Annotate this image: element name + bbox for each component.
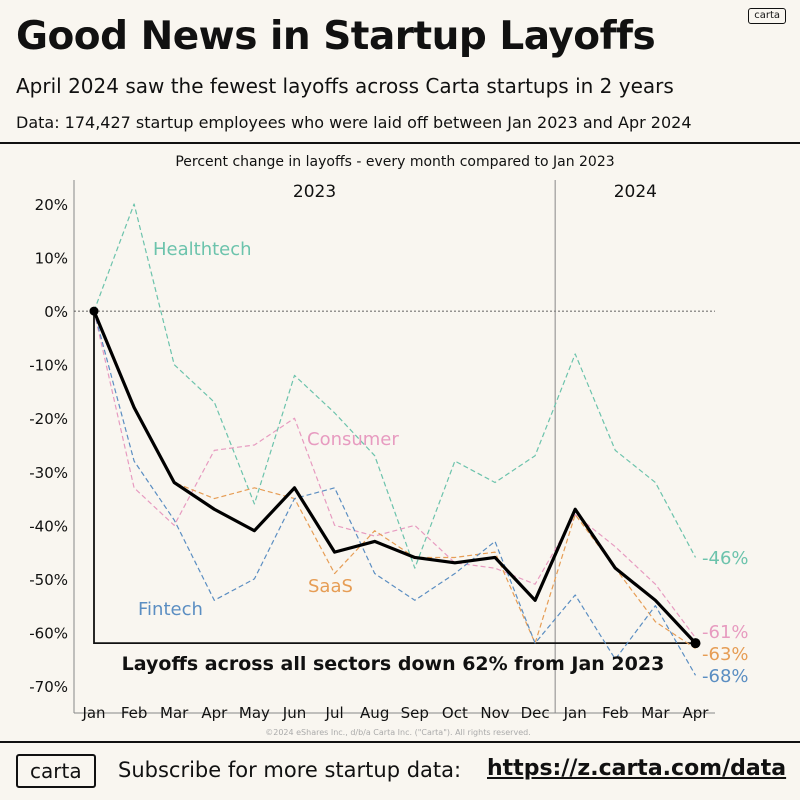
y-tick-label: 0%	[44, 303, 68, 321]
series-lines	[89, 203, 701, 676]
y-tick-label: -10%	[29, 357, 68, 375]
y-tick-label: -20%	[29, 410, 68, 428]
x-tick-label: Aug	[360, 704, 389, 722]
series-labels: Healthtech -46% Consumer -61% SaaS -63% Fintec…	[138, 239, 749, 687]
header-divider	[0, 142, 800, 144]
y-axis-ticks: 20% 10% 0% -10% -20% -30% -40% -50% -60% -70%	[29, 196, 68, 696]
series-line-all-sectors	[92, 310, 697, 645]
carta-logo-small: carta	[748, 8, 786, 24]
x-tick-label: Oct	[442, 704, 468, 722]
data-note: Data: 174,427 startup employees who were…	[16, 113, 692, 132]
x-tick-label: Jan	[563, 704, 587, 722]
y-tick-label: -50%	[29, 571, 68, 589]
x-tick-label: Sep	[401, 704, 429, 722]
y-tick-label: -60%	[29, 624, 68, 642]
y-tick-label: 20%	[35, 196, 68, 214]
series-line-fintech	[93, 310, 697, 676]
end-value-healthtech: -46%	[702, 548, 749, 569]
end-value-fintech: -68%	[702, 666, 749, 687]
page-title: Good News in Startup Layoffs	[16, 14, 656, 59]
start-point	[89, 306, 99, 316]
y-tick-label: -70%	[29, 678, 68, 696]
footer-divider	[0, 741, 800, 743]
series-line-consumer	[93, 310, 696, 639]
x-tick-label: Feb	[602, 704, 629, 722]
x-tick-label: Jun	[282, 704, 306, 722]
page-subtitle: April 2024 saw the fewest layoffs across…	[16, 74, 674, 98]
x-tick-label: Apr	[683, 704, 710, 722]
end-value-consumer: -61%	[702, 622, 749, 643]
layoffs-line-chart: Percent change in layoffs - every month …	[29, 154, 749, 737]
subscribe-link[interactable]: https://z.carta.com/data	[487, 756, 787, 781]
subscribe-text: Subscribe for more startup data:	[118, 758, 462, 782]
series-line-healthtech	[93, 203, 697, 569]
x-tick-label: May	[239, 704, 270, 722]
x-tick-label: Feb	[121, 704, 148, 722]
series-name-fintech: Fintech	[138, 599, 203, 620]
x-tick-label: Apr	[201, 704, 228, 722]
chart-title: Percent change in layoffs - every month …	[175, 154, 614, 170]
copyright-text: ©2024 eShares Inc., d/b/a Carta Inc. ("C…	[265, 728, 531, 737]
x-tick-label: Jan	[81, 704, 105, 722]
end-value-saas: -63%	[702, 644, 749, 665]
year-label-2024: 2024	[614, 182, 657, 202]
carta-logo: carta	[16, 754, 96, 788]
series-name-saas: SaaS	[308, 576, 353, 597]
chart-axes: 2023 2024	[73, 180, 715, 714]
annotation-text: Layoffs across all sectors down 62% from…	[122, 653, 665, 675]
y-tick-label: 10%	[35, 250, 68, 268]
year-label-2023: 2023	[293, 182, 336, 202]
series-name-consumer: Consumer	[307, 429, 399, 450]
x-tick-label: Dec	[521, 704, 550, 722]
x-tick-label: Jul	[325, 704, 344, 722]
x-tick-label: Mar	[160, 704, 189, 722]
y-tick-label: -40%	[29, 517, 68, 535]
x-axis-ticks: Jan Feb Mar Apr May Jun Jul Aug Sep Oct Nov Dec Jan F…	[81, 704, 709, 722]
end-point	[690, 638, 701, 649]
x-tick-label: Mar	[641, 704, 670, 722]
x-tick-label: Nov	[480, 704, 509, 722]
annotation-bracket	[93, 311, 696, 645]
y-tick-label: -30%	[29, 464, 68, 482]
series-line-saas	[93, 310, 696, 650]
series-name-healthtech: Healthtech	[153, 239, 252, 260]
